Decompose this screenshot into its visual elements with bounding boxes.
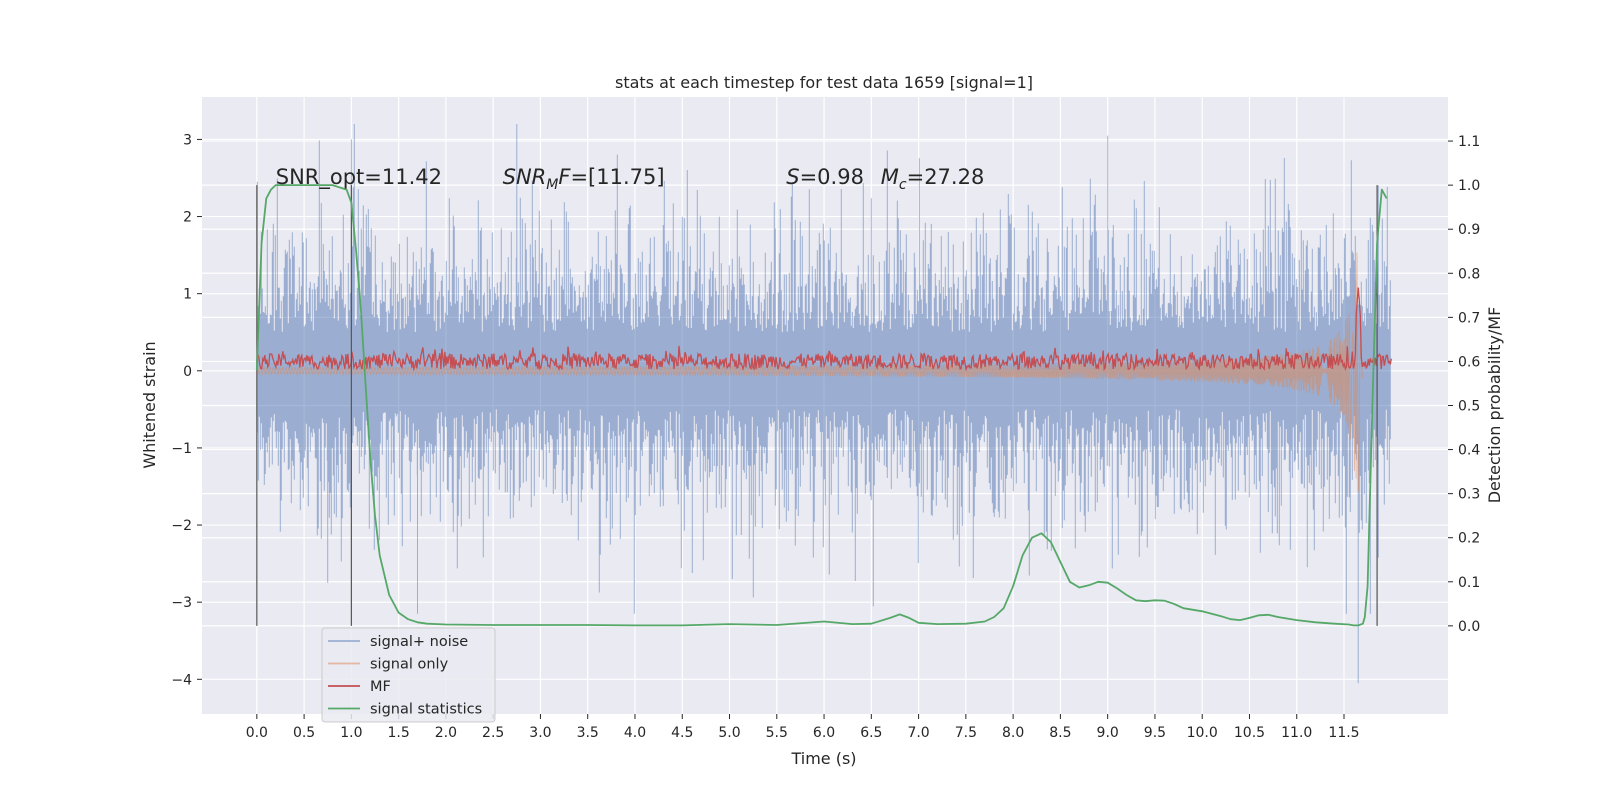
series-signal-statistics [255, 184, 1388, 627]
ticks: 0.0 0.5 1.0 1.5 2.0 2.5 3.0 3.5 4.0 4.5 5.0 5.5 6.0 6… [171, 132, 1480, 741]
x-tick-label: 6.5 [860, 725, 882, 741]
series-mf [256, 287, 1392, 372]
y-right-tick-label: 0.2 [1458, 531, 1480, 547]
y-tick-label: −4 [171, 672, 192, 688]
legend-label: signal+ noise [370, 634, 468, 650]
y-right-tick-label: 0.4 [1458, 443, 1480, 459]
y-tick-label: 1 [183, 287, 192, 303]
y-tick-label: 3 [183, 132, 192, 148]
y-right-tick-label: 0.6 [1458, 354, 1480, 370]
legend-box [321, 627, 496, 723]
y-tick-label: −3 [171, 595, 192, 611]
y-tick-label: 0 [183, 364, 192, 380]
x-tick-label: 7.0 [907, 725, 929, 741]
y-right-tick-label: 0.7 [1458, 310, 1480, 326]
x-tick-label: 9.5 [1144, 725, 1166, 741]
x-tick-label: 11.5 [1328, 725, 1359, 741]
x-tick-label: 10.5 [1234, 725, 1265, 741]
y-axis-label: Whitened strain [140, 341, 159, 468]
chart-title: stats at each timestep for test data 165… [615, 73, 1033, 92]
x-axis-label: Time (s) [790, 749, 856, 768]
x-tick-label: 6.0 [813, 725, 835, 741]
x-tick-label: 2.5 [482, 725, 504, 741]
y-right-tick-label: 0.1 [1458, 575, 1480, 591]
y-right-tick-label: 1.1 [1458, 134, 1480, 150]
x-tick-label: 3.0 [529, 725, 551, 741]
y-right-tick-label: 0.3 [1458, 487, 1480, 503]
legend: signal+ noise signal only MF signal statist… [321, 627, 496, 723]
legend-label: signal statistics [370, 702, 482, 718]
x-tick-label: 8.0 [1002, 725, 1024, 741]
annotation: S=0.98 [786, 165, 864, 189]
legend-label: MF [370, 679, 391, 695]
annotations: SNR_opt=11.42 SNRMF=[11.75] S=0.98 Mc=27.28 [276, 165, 985, 193]
x-tick-label: 0.0 [246, 725, 268, 741]
x-tick-label: 0.5 [293, 725, 315, 741]
y-right-tick-label: 0.0 [1458, 619, 1480, 635]
x-tick-label: 11.0 [1281, 725, 1312, 741]
x-tick-label: 2.0 [435, 725, 457, 741]
y-right-tick-label: 0.8 [1458, 266, 1480, 282]
annotation: Mc=27.28 [881, 165, 985, 193]
y-right-tick-label: 1.0 [1458, 178, 1480, 194]
x-tick-label: 7.5 [955, 725, 977, 741]
y-right-tick-label: 0.9 [1458, 222, 1480, 238]
x-tick-label: 4.5 [671, 725, 693, 741]
x-tick-label: 5.0 [718, 725, 740, 741]
y-tick-label: −1 [171, 441, 192, 457]
annotation: SNRMF=[11.75] [503, 165, 665, 193]
x-tick-label: 4.0 [624, 725, 646, 741]
x-tick-label: 10.0 [1187, 725, 1218, 741]
x-tick-label: 8.5 [1049, 725, 1071, 741]
x-tick-label: 5.5 [766, 725, 788, 741]
y-tick-label: 2 [183, 210, 192, 226]
annotation: SNR_opt=11.42 [276, 165, 442, 190]
y-tick-label: −2 [171, 518, 192, 534]
x-tick-label: 9.0 [1097, 725, 1119, 741]
x-tick-label: 3.5 [577, 725, 599, 741]
legend-label: signal only [370, 657, 449, 673]
y-right-axis-label: Detection probability/MF [1485, 307, 1504, 504]
y-right-tick-label: 0.5 [1458, 399, 1480, 415]
x-tick-label: 1.5 [388, 725, 410, 741]
x-tick-label: 1.0 [340, 725, 362, 741]
series-layer [255, 124, 1392, 684]
